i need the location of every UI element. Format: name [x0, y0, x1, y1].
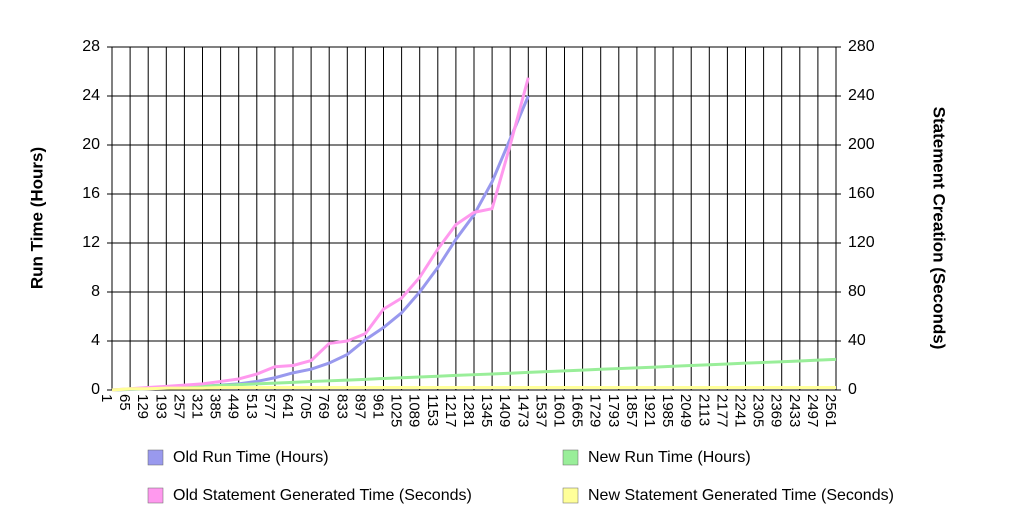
y-tick-label: 20 [82, 136, 100, 153]
y2-tick-label: 40 [848, 332, 866, 349]
x-tick-label: 2433 [786, 394, 803, 427]
y2-axis-title: Statement Creation (Seconds) [930, 107, 949, 350]
series-line [111, 77, 530, 392]
legend-label: New Statement Generated Time (Seconds) [588, 487, 894, 504]
x-tick-label: 1729 [587, 394, 604, 427]
y2-tick-label: 240 [848, 87, 875, 104]
y2-tick-label: 280 [848, 38, 875, 55]
series-line [111, 357, 837, 392]
y-tick-label: 28 [82, 38, 100, 55]
x-tick-label: 129 [134, 394, 151, 419]
y-tick-label: 8 [91, 283, 100, 300]
x-tick-label: 2113 [695, 394, 712, 426]
x-tick-label: 1985 [659, 394, 676, 427]
x-tick-label: 1281 [460, 394, 477, 427]
y2-tick-label: 200 [848, 136, 875, 153]
legend-swatch [562, 449, 579, 466]
x-tick-label: 385 [207, 394, 224, 419]
x-tick-label: 833 [333, 394, 350, 419]
x-tick-label: 1345 [478, 394, 495, 427]
x-tick-label: 1921 [641, 394, 658, 427]
y-tick-label: 12 [82, 234, 100, 251]
y2-tick-label: 120 [848, 234, 875, 251]
y-tick-label: 0 [91, 381, 100, 398]
x-tick-label: 2177 [713, 394, 730, 427]
x-tick-label: 2305 [750, 394, 767, 427]
x-tick-label: 321 [189, 394, 206, 419]
x-tick-label: 705 [297, 394, 314, 419]
x-tick-label: 577 [261, 394, 278, 419]
y-axis-title: Run Time (Hours) [27, 147, 46, 289]
y-tick-label: 24 [82, 87, 100, 104]
x-tick-label: 2241 [732, 394, 749, 427]
x-tick-label: 193 [152, 394, 169, 419]
x-tick-label: 769 [315, 394, 332, 419]
x-tick-label: 449 [225, 394, 242, 419]
x-tick-label: 257 [170, 394, 187, 419]
x-tick-label: 1217 [442, 394, 459, 427]
legend-label: Old Statement Generated Time (Seconds) [173, 487, 472, 504]
x-tick-label: 2497 [804, 394, 821, 427]
legend-label: Old Run Time (Hours) [173, 449, 329, 466]
legend-swatch [147, 487, 164, 504]
y2-tick-label: 0 [848, 381, 857, 398]
x-tick-label: 1665 [569, 394, 586, 427]
legend-label: New Run Time (Hours) [588, 449, 751, 466]
x-tick-label: 1089 [406, 394, 423, 427]
x-tick-label: 1601 [551, 394, 568, 427]
y2-tick-label: 160 [848, 185, 875, 202]
x-tick-label: 1153 [424, 394, 441, 426]
x-tick-label: 513 [243, 394, 260, 419]
x-tick-label: 2049 [677, 394, 694, 427]
x-tick-label: 1857 [623, 394, 640, 427]
x-tick-label: 65 [116, 394, 133, 411]
x-tick-label: 641 [279, 394, 296, 419]
y-tick-label: 4 [91, 332, 100, 349]
x-tick-label: 1 [98, 394, 115, 402]
x-tick-label: 1793 [605, 394, 622, 427]
x-tick-label: 1025 [388, 394, 405, 427]
x-tick-label: 1473 [514, 394, 531, 427]
x-tick-label: 897 [351, 394, 368, 419]
x-tick-label: 1409 [496, 394, 513, 427]
x-tick-label: 1537 [532, 394, 549, 427]
y2-tick-label: 80 [848, 283, 866, 300]
x-tick-label: 961 [370, 394, 387, 419]
y-tick-label: 16 [82, 185, 100, 202]
x-tick-label: 2369 [768, 394, 785, 427]
x-tick-label: 2561 [822, 394, 839, 427]
series-line [111, 386, 836, 392]
legend-swatch [147, 449, 164, 466]
legend-swatch [562, 487, 579, 504]
